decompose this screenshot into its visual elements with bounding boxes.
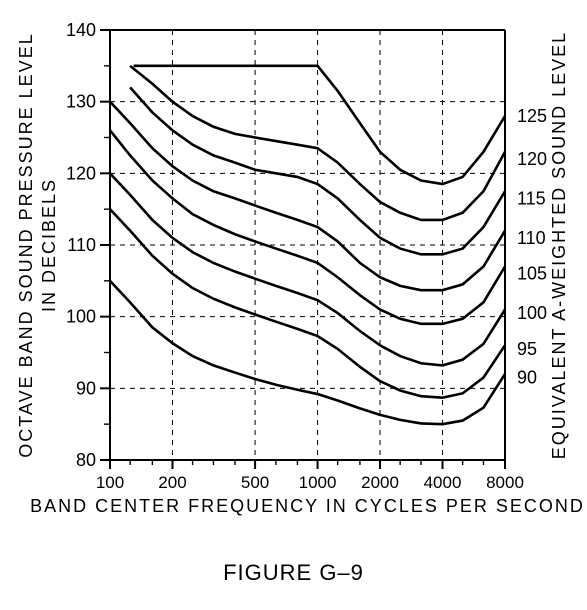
y-right-title: EQUIVALENT A-WEIGHTED SOUND LEVEL: [549, 31, 569, 459]
chart-svg: 80 90 100 110 120 130 140 100 200 500 1000 2000 4000…: [0, 0, 587, 610]
x-tick-4000: 4000: [424, 473, 462, 492]
x-tick-8000: 8000: [486, 473, 524, 492]
x-title: BAND CENTER FREQUENCY IN CYCLES PER SECO…: [30, 496, 585, 516]
right-label-120: 120: [517, 149, 547, 169]
curve-105: [110, 130, 505, 323]
figure-g9: { "caption": "FIGURE G–9", "plot": { "ty…: [0, 0, 587, 610]
right-label-110: 110: [517, 228, 546, 248]
y-left-title-1: OCTAVE BAND SOUND PRESSURE LEVEL: [16, 32, 36, 457]
x-tick-500: 500: [241, 473, 269, 492]
y-tick-100: 100: [66, 307, 96, 327]
figure-caption: FIGURE G–9: [223, 560, 364, 585]
right-label-125: 125: [517, 106, 547, 126]
right-label-105: 105: [517, 264, 547, 284]
right-label-90: 90: [517, 368, 537, 388]
right-label-115: 115: [517, 188, 546, 208]
right-label-100: 100: [517, 303, 547, 323]
curve-125: [134, 66, 505, 184]
x-tick-200: 200: [158, 473, 186, 492]
y-tick-140: 140: [66, 20, 96, 40]
y-left-title-2: IN DECIBELS: [39, 178, 59, 312]
y-tick-80: 80: [76, 450, 96, 470]
x-tick-1000: 1000: [299, 473, 337, 492]
curve-95: [110, 209, 505, 397]
right-label-95: 95: [517, 339, 537, 359]
curve-90: [110, 281, 505, 424]
y-tick-110: 110: [67, 235, 96, 255]
y-tick-130: 130: [66, 92, 96, 112]
y-tick-120: 120: [66, 163, 96, 183]
y-tick-90: 90: [76, 378, 96, 398]
x-tick-100: 100: [96, 473, 124, 492]
x-tick-2000: 2000: [361, 473, 399, 492]
